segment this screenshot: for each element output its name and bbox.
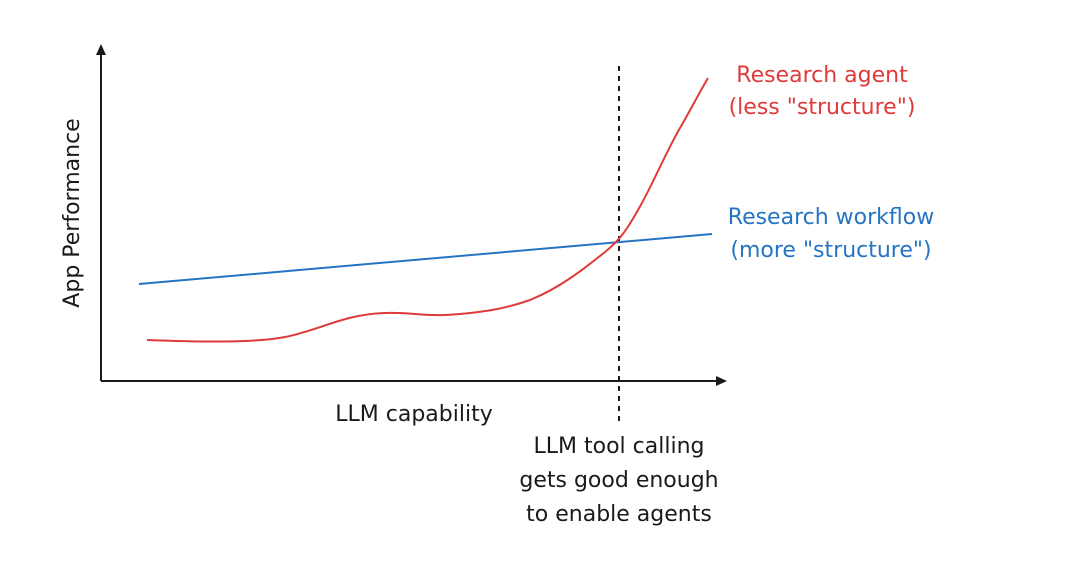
research-agent-sublabel: (less "structure") <box>729 95 916 120</box>
research-workflow-sublabel: (more "structure") <box>730 238 931 263</box>
y-axis-label: App Performance <box>60 118 85 307</box>
y-axis-arrowhead <box>96 44 106 55</box>
threshold-annotation-line-1: LLM tool calling <box>534 434 705 459</box>
research-agent-curve <box>146 77 709 343</box>
threshold-annotation-line-2: gets good enough <box>519 468 718 493</box>
research-workflow-label: Research workflow <box>728 205 934 230</box>
x-axis-arrowhead <box>716 376 727 386</box>
research-workflow-line <box>138 233 713 285</box>
threshold-annotation-line-3: to enable agents <box>526 502 712 527</box>
x-axis-label: LLM capability <box>335 402 492 427</box>
research-agent-label: Research agent <box>736 63 908 88</box>
